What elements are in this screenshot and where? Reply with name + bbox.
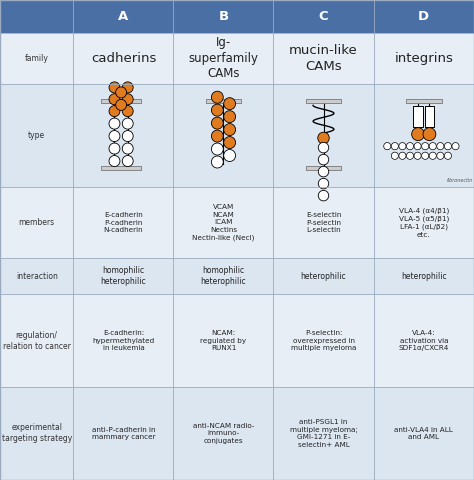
Circle shape [444,152,451,159]
Text: Ig-
superfamily
CAMs: Ig- superfamily CAMs [189,36,258,80]
Text: C: C [319,10,328,23]
Text: heterophilic: heterophilic [401,272,447,281]
Circle shape [109,118,120,129]
Circle shape [109,156,120,167]
Bar [374,187,474,258]
Bar [101,99,141,103]
Circle shape [391,152,398,159]
Text: E-cadherin
P-cadherin
N-cadherin: E-cadherin P-cadherin N-cadherin [104,212,143,233]
Text: experimental
targeting strategy: experimental targeting strategy [1,423,72,444]
Bar [273,387,374,480]
Bar [173,84,273,187]
Bar [374,0,474,33]
Circle shape [319,178,328,189]
Circle shape [411,128,424,141]
Bar [73,84,173,187]
Circle shape [406,143,413,150]
Bar [173,387,273,480]
Text: family: family [25,54,49,63]
Text: B: B [219,10,228,23]
Bar [173,258,273,294]
Bar [0,84,73,187]
Bar [374,33,474,84]
Text: cadherins: cadherins [91,52,156,65]
Text: A: A [118,10,128,23]
Circle shape [122,143,133,154]
Bar [0,0,73,33]
Bar [273,0,374,33]
Bar [206,99,241,103]
Circle shape [211,91,223,103]
Text: members: members [18,218,55,227]
Circle shape [224,136,236,149]
Circle shape [211,156,223,168]
Text: anti-PSGL1 in
multiple myeloma;
GMI-1271 in E-
selectin+ AML: anti-PSGL1 in multiple myeloma; GMI-1271… [290,419,357,448]
Circle shape [224,150,236,162]
Circle shape [406,152,413,159]
Bar [0,294,73,387]
Circle shape [399,143,406,150]
Circle shape [319,143,328,153]
Circle shape [109,143,120,154]
Text: E-selectin
P-selectin
L-selectin: E-selectin P-selectin L-selectin [306,212,341,233]
Bar [0,258,73,294]
Circle shape [109,131,120,142]
Text: VLA-4 (α4/β1)
VLA-5 (α5/β1)
LFA-1 (αL/β2)
etc.: VLA-4 (α4/β1) VLA-5 (α5/β1) LFA-1 (αL/β2… [399,207,449,238]
Text: anti-VLA4 in ALL
and AML: anti-VLA4 in ALL and AML [394,427,453,440]
Circle shape [224,111,236,123]
Circle shape [109,82,120,93]
Bar [173,0,273,33]
Bar [73,258,173,294]
Bar [406,99,441,103]
Bar [374,294,474,387]
Text: mucin-like
CAMs: mucin-like CAMs [289,44,358,72]
Circle shape [116,99,127,110]
Bar [0,33,73,84]
Circle shape [437,143,444,150]
Circle shape [224,98,236,110]
Bar [374,84,474,187]
Circle shape [211,143,223,155]
Circle shape [383,143,391,150]
Bar [306,166,341,170]
Circle shape [318,132,329,144]
Bar [273,294,374,387]
Circle shape [122,94,133,105]
Text: heterophilic: heterophilic [301,272,346,281]
Circle shape [122,82,133,93]
Circle shape [116,87,127,98]
Bar [173,294,273,387]
Circle shape [399,152,406,159]
Text: homophilic
heterophilic: homophilic heterophilic [100,266,146,287]
Circle shape [319,155,328,165]
Text: integrins: integrins [394,52,453,65]
Circle shape [211,117,223,129]
Bar [0,187,73,258]
Circle shape [109,94,120,105]
Circle shape [122,118,133,129]
Bar [173,33,273,84]
Circle shape [109,106,120,117]
Text: type: type [28,131,46,140]
Circle shape [421,152,428,159]
Text: NCAM:
regulated by
RUNX1: NCAM: regulated by RUNX1 [201,330,246,351]
Bar [413,106,423,127]
Text: E-cadherin:
hypermethylated
in leukemia: E-cadherin: hypermethylated in leukemia [92,330,155,351]
Circle shape [391,143,398,150]
Circle shape [429,143,436,150]
Circle shape [421,143,428,150]
Text: homophilic
heterophilic: homophilic heterophilic [201,266,246,287]
Circle shape [211,104,223,116]
Text: anti-NCAM radio-
immuno-
conjugates: anti-NCAM radio- immuno- conjugates [193,423,254,444]
Bar [73,187,173,258]
Text: P-selectin:
overexpressed in
multiple myeloma: P-selectin: overexpressed in multiple my… [291,330,356,351]
Circle shape [414,143,421,150]
Bar [73,387,173,480]
Bar [374,258,474,294]
Text: VCAM
NCAM
ICAM
Nectins
Nectin-like (Necl): VCAM NCAM ICAM Nectins Nectin-like (Necl… [192,204,255,241]
Bar [73,294,173,387]
Text: interaction: interaction [16,272,58,281]
Text: fibronectin: fibronectin [446,179,473,183]
Circle shape [122,106,133,117]
Text: D: D [418,10,429,23]
